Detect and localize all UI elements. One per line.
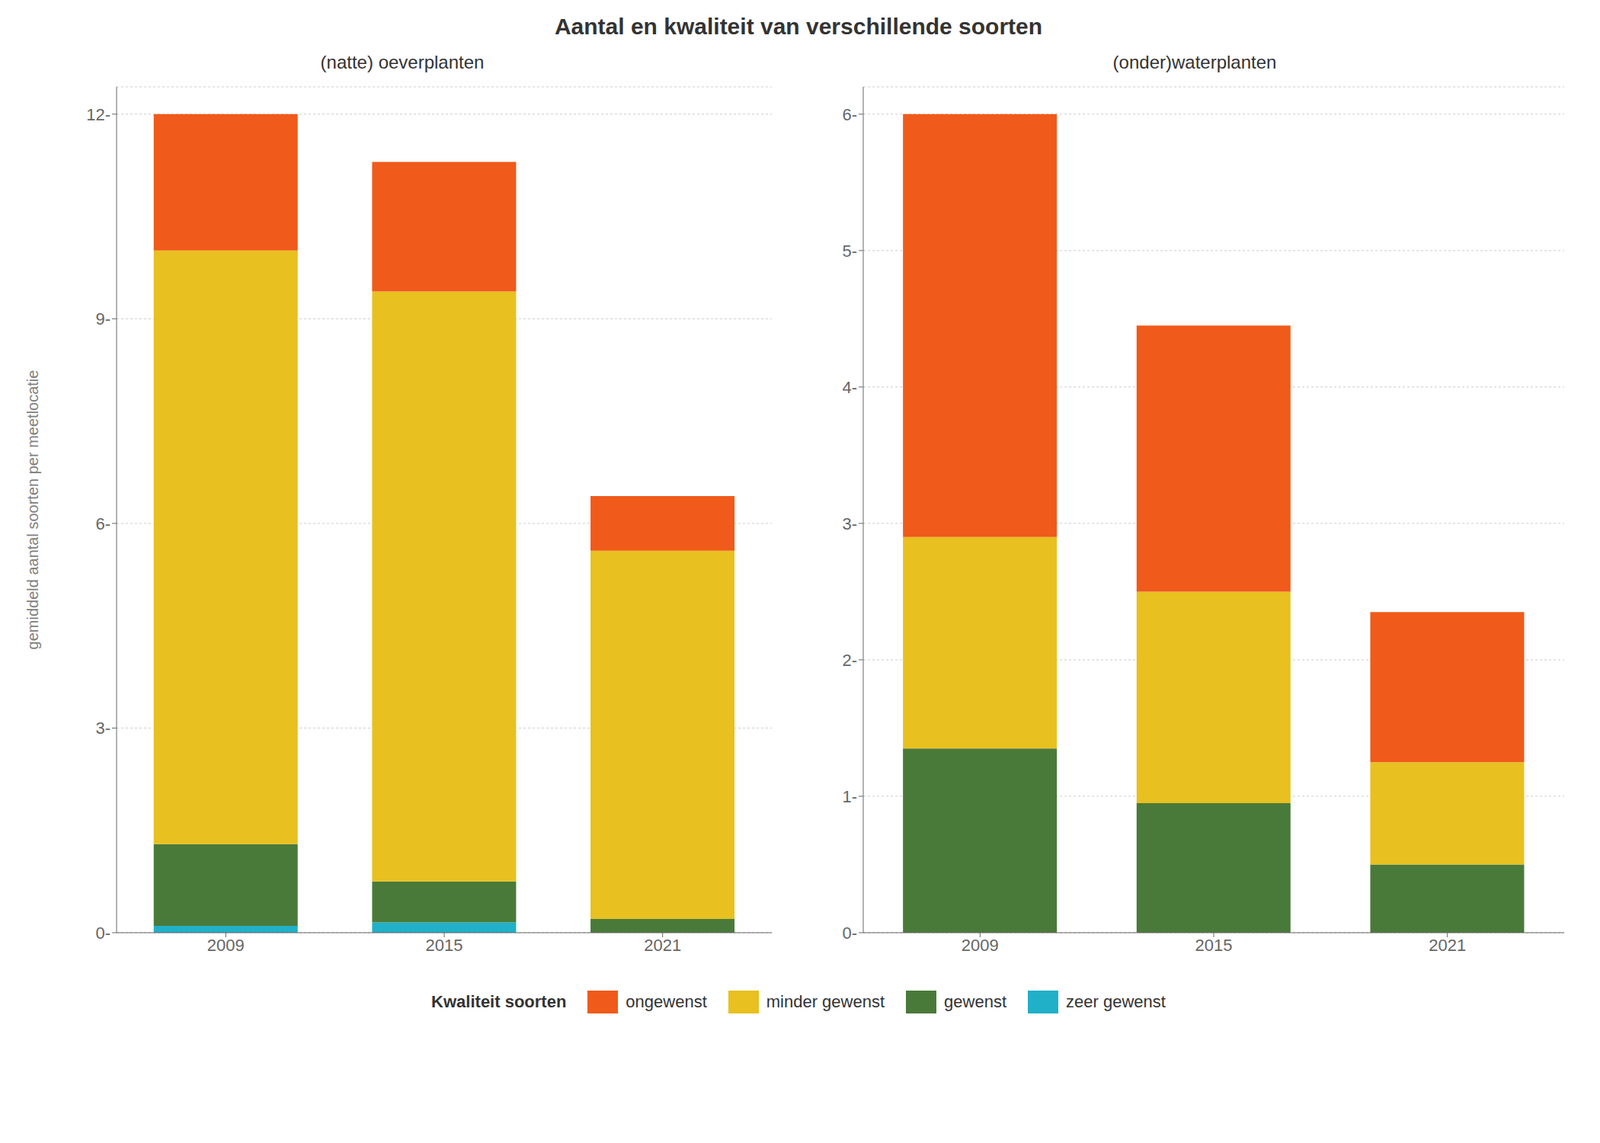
svg-text:2009: 2009 [961, 935, 999, 955]
svg-text:2009: 2009 [207, 935, 245, 955]
svg-text:gemiddeld aantal soorten per m: gemiddeld aantal soorten per meetlocatie [24, 370, 42, 650]
html-text:gewenst: gewenst [944, 992, 1007, 1012]
svg-text:6-: 6- [841, 105, 858, 125]
svg-text:1-: 1- [841, 787, 858, 807]
svg-text:2021: 2021 [1428, 935, 1466, 955]
svg-text:3-: 3- [95, 718, 111, 738]
svg-text:5-: 5- [841, 241, 858, 261]
html-text:zeer gewenst: zeer gewenst [1065, 992, 1166, 1012]
svg-text:9-: 9- [95, 309, 111, 329]
html-text:Kwaliteit soorten: Kwaliteit soorten [431, 992, 567, 1012]
svg-text:0-: 0- [95, 923, 111, 943]
svg-text:12-: 12- [86, 105, 111, 125]
svg-text:4-: 4- [841, 377, 858, 397]
svg-text:2021: 2021 [643, 935, 682, 955]
svg-text:2015: 2015 [1195, 935, 1233, 955]
html-text:(onder)waterplanten: (onder)waterplanten [1112, 51, 1277, 73]
svg-text:0-: 0- [841, 923, 858, 943]
svg-text:6-: 6- [95, 514, 111, 534]
html-text:ongewenst: ongewenst [625, 992, 707, 1012]
svg-text:3-: 3- [841, 514, 858, 534]
html-text:(natte) oeverplanten: (natte) oeverplanten [320, 51, 485, 73]
html-text:Aantal en kwaliteit van versch: Aantal en kwaliteit van verschillende so… [554, 13, 1043, 39]
svg-text:2-: 2- [841, 650, 858, 670]
html-text:minder gewenst: minder gewenst [766, 992, 885, 1012]
svg-text:2015: 2015 [425, 935, 464, 955]
